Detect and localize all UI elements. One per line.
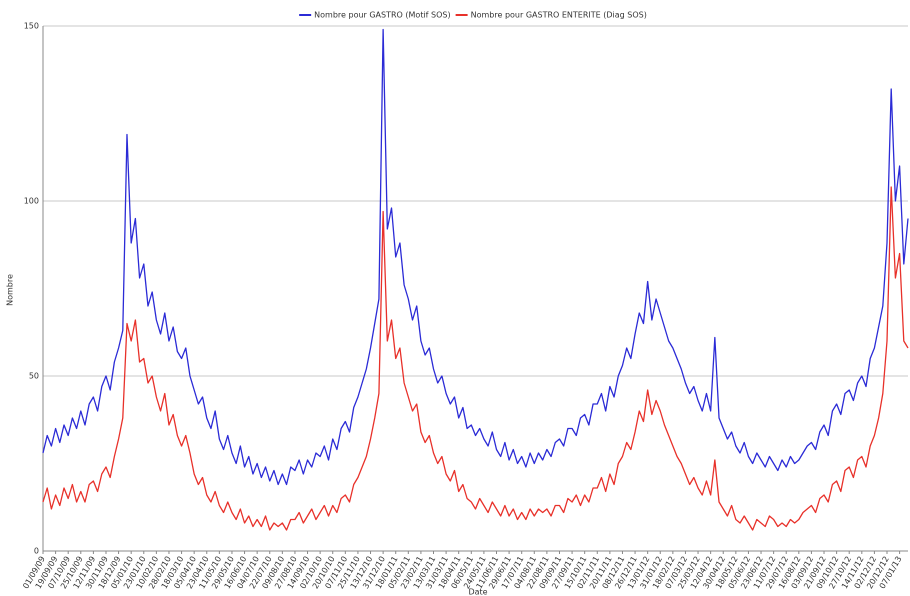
- y-tick-label: 100: [24, 197, 39, 206]
- y-axis-label: Nombre: [6, 274, 15, 306]
- x-axis-label: Date: [468, 588, 487, 596]
- y-tick-label: 150: [24, 22, 39, 31]
- series-line: [42, 186, 909, 531]
- series-line: [42, 28, 909, 486]
- legend-label: Nombre pour GASTRO (Motif SOS): [314, 11, 450, 20]
- legend-label: Nombre pour GASTRO ENTERITE (Diag SOS): [471, 11, 647, 20]
- legend: Nombre pour GASTRO (Motif SOS) Nombre pou…: [299, 11, 647, 20]
- y-tick-label: 0: [34, 547, 39, 556]
- y-tick-label: 50: [29, 372, 39, 381]
